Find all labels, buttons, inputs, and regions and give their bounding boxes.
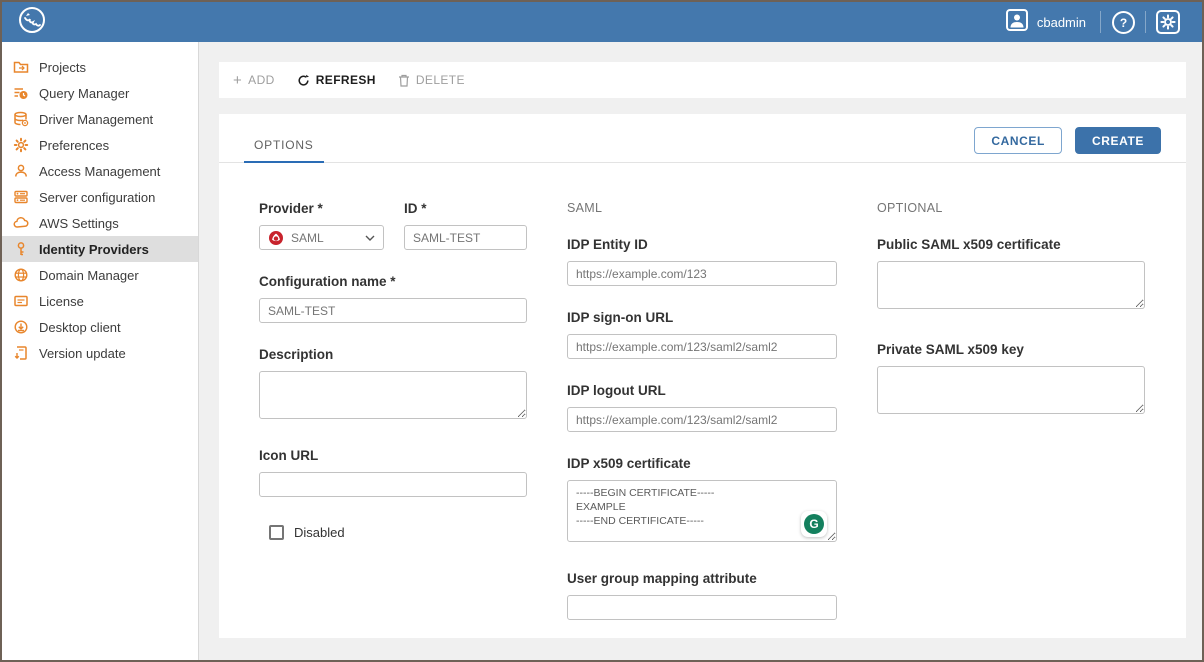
avatar-icon bbox=[1005, 8, 1029, 37]
cloudbeaver-logo-icon[interactable] bbox=[18, 6, 46, 39]
id-label: ID * bbox=[404, 201, 427, 216]
topbar: cbadmin ? bbox=[2, 2, 1202, 42]
idp-logout-url-label: IDP logout URL bbox=[567, 383, 666, 398]
plus-icon: + bbox=[233, 71, 243, 89]
saml-provider-icon bbox=[269, 230, 283, 245]
sidebar-item-license[interactable]: License bbox=[2, 288, 198, 314]
optional-column: OPTIONAL Public SAML x509 certificate Pr… bbox=[877, 201, 1145, 443]
disabled-checkbox[interactable] bbox=[269, 525, 284, 540]
idp-signon-url-input[interactable] bbox=[567, 334, 837, 359]
panel-actions: CANCEL CREATE bbox=[974, 127, 1161, 154]
database-icon bbox=[14, 111, 29, 127]
sidebar-item-server-configuration[interactable]: Server configuration bbox=[2, 184, 198, 210]
sidebar-item-access-management[interactable]: Access Management bbox=[2, 158, 198, 184]
user-icon bbox=[15, 164, 27, 177]
private-saml-key-label: Private SAML x509 key bbox=[877, 342, 1024, 357]
sidebar-item-driver-management[interactable]: Driver Management bbox=[2, 106, 198, 132]
icon-url-input[interactable] bbox=[259, 472, 527, 497]
sidebar-item-projects[interactable]: Projects bbox=[2, 54, 198, 80]
disabled-label: Disabled bbox=[294, 525, 345, 540]
general-column: Provider * SAML ID * bbox=[259, 201, 527, 540]
topbar-divider bbox=[1100, 11, 1101, 33]
provider-form: Provider * SAML ID * bbox=[219, 163, 1186, 638]
delete-button[interactable]: DELETE bbox=[398, 73, 465, 87]
query-manager-icon bbox=[14, 88, 28, 99]
preferences-gear-icon bbox=[13, 137, 29, 153]
optional-section-header: OPTIONAL bbox=[877, 201, 943, 215]
sidebar-item-desktop-client[interactable]: Desktop client bbox=[2, 314, 198, 340]
provider-select[interactable]: SAML bbox=[259, 225, 384, 250]
main-area: + ADD REFRESH DELETE OPTIONS CANCEL CREA… bbox=[199, 42, 1202, 660]
admin-sidebar: Projects Query Manager Driver Management… bbox=[2, 42, 199, 660]
provider-label: Provider * bbox=[259, 201, 323, 216]
settings-button[interactable] bbox=[1146, 2, 1190, 42]
folder-icon bbox=[13, 61, 29, 73]
svg-text:?: ? bbox=[1119, 16, 1126, 30]
idp-x509-certificate-label: IDP x509 certificate bbox=[567, 456, 691, 471]
saml-section-header: SAML bbox=[567, 201, 603, 215]
create-button[interactable]: CREATE bbox=[1074, 127, 1161, 154]
configuration-name-input[interactable] bbox=[259, 298, 527, 323]
version-update-icon bbox=[14, 346, 27, 360]
description-label: Description bbox=[259, 347, 334, 362]
idp-logout-url-input[interactable] bbox=[567, 407, 837, 432]
public-saml-certificate-label: Public SAML x509 certificate bbox=[877, 237, 1061, 252]
provider-selected-value: SAML bbox=[291, 230, 324, 245]
saml-column: SAML IDP Entity ID IDP sign-on URL IDP l… bbox=[567, 201, 837, 644]
sidebar-item-domain-manager[interactable]: Domain Manager bbox=[2, 262, 198, 288]
configuration-name-label: Configuration name * bbox=[259, 274, 396, 289]
user-menu[interactable]: cbadmin bbox=[991, 2, 1100, 42]
user-group-mapping-input[interactable] bbox=[567, 595, 837, 620]
sidebar-item-aws-settings[interactable]: AWS Settings bbox=[2, 210, 198, 236]
license-icon bbox=[14, 295, 28, 307]
idp-entity-id-label: IDP Entity ID bbox=[567, 237, 648, 252]
id-input[interactable] bbox=[404, 225, 527, 250]
tabbar: OPTIONS bbox=[219, 114, 1186, 163]
server-icon bbox=[14, 190, 28, 204]
sidebar-item-preferences[interactable]: Preferences bbox=[2, 132, 198, 158]
key-icon bbox=[17, 242, 25, 256]
desktop-client-icon bbox=[14, 320, 28, 334]
user-group-mapping-label: User group mapping attribute bbox=[567, 571, 757, 586]
tab-options[interactable]: OPTIONS bbox=[244, 138, 324, 163]
add-button[interactable]: + ADD bbox=[233, 71, 275, 89]
refresh-icon bbox=[298, 74, 309, 86]
private-saml-key-input[interactable] bbox=[877, 366, 1145, 414]
idp-x509-certificate-input[interactable]: -----BEGIN CERTIFICATE----- EXAMPLE ----… bbox=[567, 480, 837, 542]
sidebar-item-version-update[interactable]: Version update bbox=[2, 340, 198, 366]
help-button[interactable]: ? bbox=[1101, 2, 1145, 42]
cancel-button[interactable]: CANCEL bbox=[974, 127, 1062, 154]
sidebar-item-identity-providers[interactable]: Identity Providers bbox=[2, 236, 198, 262]
public-saml-certificate-input[interactable] bbox=[877, 261, 1145, 309]
items-toolbar: + ADD REFRESH DELETE bbox=[219, 62, 1186, 98]
description-input[interactable] bbox=[259, 371, 527, 419]
chevron-down-icon bbox=[365, 235, 375, 241]
refresh-button[interactable]: REFRESH bbox=[297, 73, 376, 87]
idp-signon-url-label: IDP sign-on URL bbox=[567, 310, 674, 325]
gear-icon bbox=[1156, 10, 1180, 34]
username-label: cbadmin bbox=[1036, 14, 1086, 30]
icon-url-label: Icon URL bbox=[259, 448, 319, 463]
trash-icon bbox=[398, 74, 409, 87]
cloud-icon bbox=[13, 216, 29, 228]
globe-icon bbox=[14, 268, 28, 282]
topbar-divider bbox=[1145, 11, 1146, 33]
create-provider-panel: OPTIONS CANCEL CREATE Provider * SAML bbox=[219, 114, 1186, 638]
sidebar-item-query-manager[interactable]: Query Manager bbox=[2, 80, 198, 106]
help-icon: ? bbox=[1111, 10, 1135, 34]
idp-entity-id-input[interactable] bbox=[567, 261, 837, 286]
grammarly-icon[interactable]: G bbox=[801, 511, 827, 537]
disabled-checkbox-row: Disabled bbox=[259, 525, 527, 540]
